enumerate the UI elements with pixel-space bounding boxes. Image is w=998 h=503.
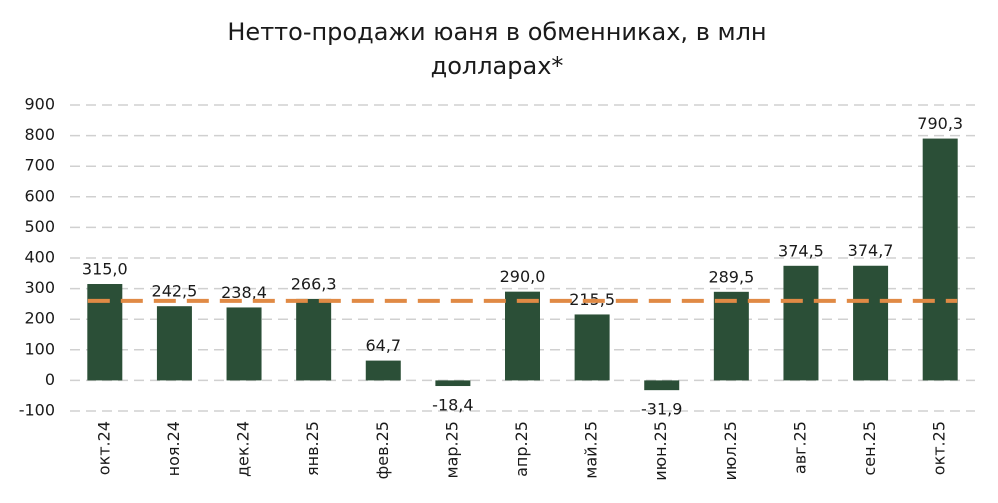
bar — [853, 265, 889, 381]
data-label: 374,5 — [778, 241, 824, 260]
x-tick-label: фев.25 — [373, 421, 392, 479]
data-label: 315,0 — [82, 260, 128, 279]
data-label: 242,5 — [152, 282, 198, 301]
data-label: 289,5 — [708, 267, 754, 286]
chart-title: долларах* — [431, 52, 564, 80]
bar — [713, 291, 749, 381]
x-tick-label: июн.25 — [651, 421, 670, 481]
y-tick-label: 300 — [24, 278, 55, 297]
y-tick-label: 700 — [24, 156, 55, 175]
chart-title: Нетто-продажи юаня в обменниках, в млн — [227, 18, 766, 46]
bar — [574, 314, 610, 381]
bar — [922, 138, 958, 381]
x-tick-label: окт.25 — [930, 421, 949, 475]
data-label: 238,4 — [221, 283, 267, 302]
data-label: 266,3 — [291, 274, 337, 293]
y-tick-label: -100 — [19, 401, 55, 420]
bar — [435, 380, 471, 387]
bar — [783, 265, 819, 381]
bar — [156, 306, 192, 381]
y-tick-label: 100 — [24, 339, 55, 358]
x-tick-label: дек.24 — [234, 421, 253, 477]
data-label: 374,7 — [848, 241, 894, 260]
x-tick-label: янв.25 — [303, 421, 322, 476]
y-tick-label: 900 — [24, 95, 55, 114]
x-tick-label: ноя.24 — [164, 421, 183, 476]
bar — [505, 291, 540, 381]
x-tick-label: июл.25 — [721, 421, 740, 481]
y-tick-label: 800 — [24, 125, 55, 144]
bar — [296, 298, 332, 381]
x-tick-label: авг.25 — [790, 421, 809, 474]
y-tick-label: 600 — [24, 186, 55, 205]
x-tick-label: май.25 — [582, 421, 601, 479]
data-label: 790,3 — [917, 114, 963, 133]
y-tick-label: 400 — [24, 248, 55, 267]
x-tick-label: мар.25 — [442, 421, 461, 478]
y-tick-label: 0 — [45, 370, 55, 389]
x-tick-label: сен.25 — [860, 421, 879, 476]
y-tick-label: 500 — [24, 217, 55, 236]
x-tick-label: окт.24 — [94, 421, 113, 475]
data-label: -31,9 — [641, 400, 682, 419]
bar — [365, 360, 401, 381]
bar — [644, 380, 680, 391]
bar — [226, 307, 262, 381]
bar — [87, 284, 123, 381]
y-tick-label: 200 — [24, 309, 55, 328]
data-label: 64,7 — [365, 336, 401, 355]
data-label: 290,0 — [500, 267, 546, 286]
data-label: -18,4 — [432, 396, 473, 415]
x-tick-label: апр.25 — [512, 421, 531, 477]
